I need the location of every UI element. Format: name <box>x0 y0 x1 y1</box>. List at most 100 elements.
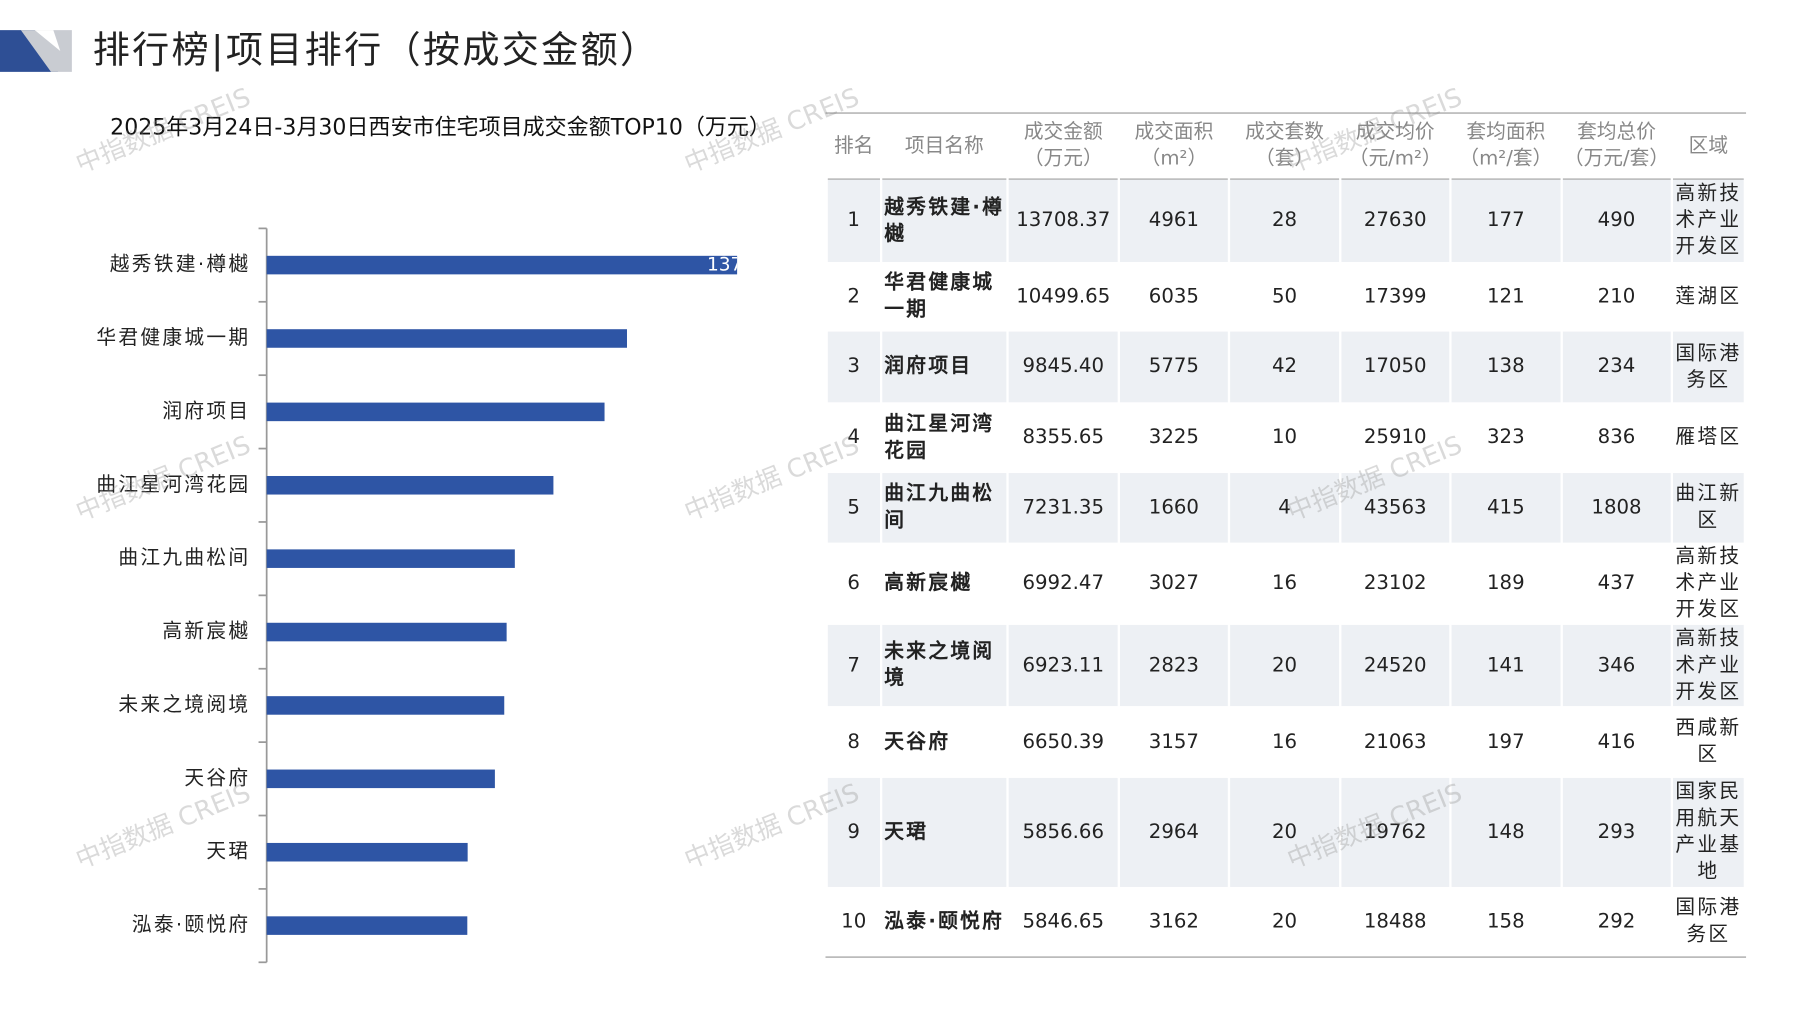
table-cell: 越秀铁建·樽樾 <box>881 179 1007 263</box>
category-label: 泓泰·颐悦府 <box>132 913 251 936</box>
table-row: 10 泓泰·颐悦府 5846.65 3162 20 18488 158 292 国际港务区 <box>828 887 1744 957</box>
header-line: 成交面积 <box>1134 120 1214 144</box>
header-line: 套均总价 <box>1577 120 1656 144</box>
table-cell: 西咸新区 <box>1675 716 1742 767</box>
bar <box>266 255 738 275</box>
column-header: 成交套数 （套） <box>1230 114 1339 180</box>
table-cell: 6650.39 <box>1022 729 1105 754</box>
table-row: 5 曲江九曲松间 7231.35 1660 4 43563 415 1808 曲江新区 <box>827 473 1744 543</box>
table-cell: 润府项目 <box>881 331 1007 403</box>
table-row: 7 未来之境阅境 6923.11 2823 20 24520 141 346 高新技术产业开发区 <box>827 624 1744 707</box>
table-cell: 293 <box>1562 777 1671 887</box>
table-cell: 国际港务区 <box>1672 331 1744 403</box>
table-cell: 高新技术产业开发区 <box>1672 179 1744 263</box>
table-cell: 148 <box>1451 777 1561 887</box>
category-label: 天珺 <box>206 840 250 863</box>
table-cell: 高新宸樾 <box>884 571 973 595</box>
column-header: 成交面积 （m²） <box>1119 114 1229 180</box>
category-label: 润府项目 <box>162 399 250 422</box>
header-line: 排名 <box>834 133 874 158</box>
category-label: 未来之境阅境 <box>118 693 250 716</box>
ranking-table: 排名 项目名称 成交金额 （万元） 成交面积 （m²） 成交套数 （套） 成交均价 （元/m²） 套… <box>825 112 1747 958</box>
table-row: 8 天谷府 6650.39 3157 16 21063 197 416 西咸新区 <box>828 706 1744 778</box>
table-cell: 3225 <box>1148 425 1199 449</box>
table-cell: 17399 <box>1363 284 1427 308</box>
table-cell: 323 <box>1487 425 1525 449</box>
table-cell: 141 <box>1451 624 1561 707</box>
table-cell: 43563 <box>1341 473 1450 543</box>
table-cell: 27630 <box>1341 179 1450 263</box>
table-cell: 5 <box>827 473 880 543</box>
table-cell: 6 <box>847 571 860 595</box>
table-cell: 10 <box>1271 425 1298 449</box>
table-cell: 6923.11 <box>1009 624 1118 707</box>
column-header: 项目名称 <box>881 114 1007 180</box>
category-label: 华君健康城一期 <box>96 326 250 349</box>
table-cell: 泓泰·颐悦府 <box>884 909 1005 933</box>
data-label: 13708.37 <box>707 255 796 276</box>
table-cell: 21063 <box>1363 729 1427 754</box>
table-cell: 292 <box>1597 909 1636 933</box>
table-cell: 天谷府 <box>884 729 951 754</box>
table-cell: 华君健康城一期 <box>884 271 995 322</box>
table-row: 9 天珺 5856.66 2964 20 19762 148 293 国家民用航天产业基地 <box>827 777 1744 887</box>
table-cell: 16 <box>1271 729 1298 754</box>
table-cell: 7231.35 <box>1009 473 1118 543</box>
table-cell: 28 <box>1230 179 1339 263</box>
table-cell: 23102 <box>1363 571 1427 595</box>
header-line: 项目名称 <box>904 133 984 158</box>
category-label: 越秀铁建·樽樾 <box>110 253 251 276</box>
header-line: （元/m²） <box>1348 147 1442 171</box>
table-cell: 7 <box>827 624 880 707</box>
bar <box>266 329 627 348</box>
bar <box>266 769 495 789</box>
table-cell: 836 <box>1597 425 1636 449</box>
header-line: （万元/套） <box>1563 147 1670 171</box>
table-cell: 10 <box>841 909 867 933</box>
table-cell: 8 <box>847 729 860 754</box>
header-line: （m²/套） <box>1459 147 1553 171</box>
table-cell: 42 <box>1230 331 1339 403</box>
table-cell: 2 <box>847 284 860 308</box>
table-cell: 13708.37 <box>1009 179 1118 263</box>
table-cell: 天珺 <box>881 777 1007 887</box>
table-cell: 189 <box>1487 571 1525 595</box>
bar <box>266 549 515 568</box>
bar <box>266 402 605 422</box>
table-row: 3 润府项目 9845.40 5775 42 17050 138 234 国际港务区 <box>827 331 1744 403</box>
table-cell: 6992.47 <box>1022 571 1105 595</box>
table-cell: 2964 <box>1119 777 1229 887</box>
table-header: 排名 项目名称 成交金额 （万元） 成交面积 （m²） 成交套数 （套） 成交均价 （元/m²） 套… <box>827 114 1744 180</box>
table-cell: 9 <box>827 777 880 887</box>
table-cell: 曲江星河湾花园 <box>884 412 995 463</box>
header-line: （套） <box>1254 147 1315 171</box>
header-line: 套均面积 <box>1466 120 1546 144</box>
table-row: 2 华君健康城一期 10499.65 6035 50 17399 121 210 莲湖区 <box>828 262 1744 332</box>
table-cell: 490 <box>1562 179 1671 263</box>
column-header: 套均面积 （m²/套） <box>1451 114 1561 180</box>
table-cell: 4961 <box>1119 179 1229 263</box>
table-cell: 8355.65 <box>1022 425 1105 449</box>
bar <box>266 696 505 715</box>
table-cell: 5846.65 <box>1022 909 1105 933</box>
table-cell: 高新技术产业开发区 <box>1672 624 1744 707</box>
column-header: 排名 <box>827 114 880 180</box>
table-cell: 210 <box>1597 284 1636 308</box>
table-cell: 177 <box>1451 179 1561 263</box>
table-cell: 未来之境阅境 <box>881 624 1007 707</box>
table-cell: 3162 <box>1148 909 1199 933</box>
table-cell: 3027 <box>1148 571 1199 595</box>
table-cell: 1660 <box>1119 473 1229 543</box>
chart: 越秀铁建·樽樾 13708.37 华君健康城一期润府项目曲江星河湾花园曲江九曲松间高… <box>96 227 796 964</box>
logo <box>0 30 72 72</box>
table-cell: 197 <box>1487 729 1525 754</box>
header-line: 成交均价 <box>1355 120 1435 144</box>
table-cell: 415 <box>1451 473 1561 543</box>
table-cell: 416 <box>1597 729 1636 754</box>
table-cell: 4 <box>1230 473 1339 543</box>
table-cell: 20 <box>1230 624 1339 707</box>
table-cell: 3 <box>827 331 880 403</box>
table-cell: 曲江新区 <box>1672 473 1744 543</box>
bar <box>266 622 507 642</box>
